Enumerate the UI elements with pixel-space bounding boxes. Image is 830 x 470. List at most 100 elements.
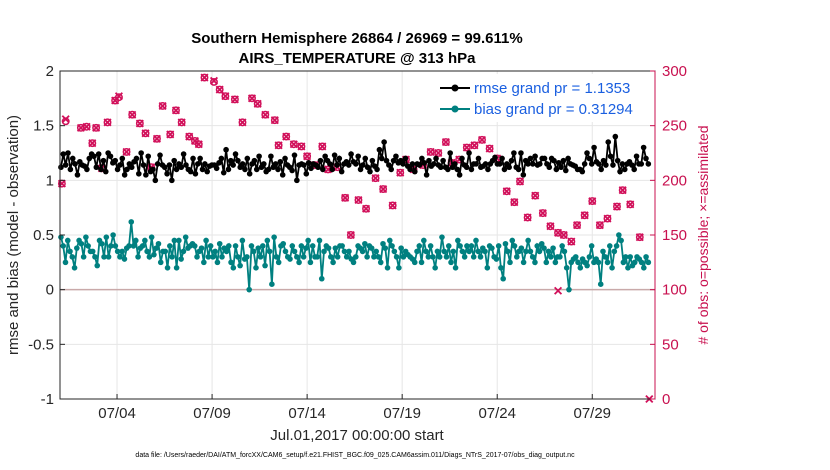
obs-assimilated-marker bbox=[122, 147, 131, 156]
bias-series bbox=[58, 219, 652, 293]
bias-point bbox=[89, 248, 96, 255]
bias-point bbox=[432, 265, 438, 271]
rmse-point bbox=[301, 162, 307, 168]
obs-assimilated-marker bbox=[209, 76, 219, 85]
bias-point bbox=[398, 245, 404, 251]
bias-point bbox=[155, 240, 162, 247]
rmse-point bbox=[355, 153, 361, 160]
rmse-point bbox=[466, 150, 472, 156]
bias-point bbox=[532, 259, 538, 266]
chart-title: Southern Hemisphere 26864 / 26969 = 99.6… bbox=[191, 30, 522, 47]
bias-point bbox=[441, 248, 448, 255]
bias-point bbox=[264, 237, 271, 244]
obs-assimilated-marker bbox=[253, 99, 262, 108]
bias-point bbox=[205, 254, 212, 260]
bias-point bbox=[552, 259, 559, 266]
obs-possible-marker bbox=[92, 123, 101, 132]
rmse-point bbox=[499, 155, 505, 162]
rmse-point bbox=[463, 164, 470, 171]
rmse-point bbox=[164, 170, 170, 177]
rmse-point bbox=[282, 155, 288, 162]
obs-assimilated-marker bbox=[171, 106, 180, 115]
rmse-point bbox=[475, 155, 482, 162]
obs-assimilated-marker bbox=[379, 185, 388, 194]
bias-point bbox=[300, 254, 307, 260]
rmse-point bbox=[107, 153, 114, 160]
rmse-point bbox=[338, 168, 345, 175]
obs-possible-marker bbox=[185, 132, 194, 141]
rmse-point bbox=[383, 157, 390, 164]
bias-point bbox=[169, 254, 175, 260]
bias-point bbox=[119, 248, 125, 255]
rmse-point bbox=[631, 166, 637, 173]
rmse-point bbox=[100, 157, 107, 164]
obs-assimilated-marker bbox=[274, 141, 283, 150]
rmse-point bbox=[256, 153, 262, 160]
bias-point bbox=[645, 259, 652, 266]
bias-point bbox=[604, 259, 611, 266]
bias-point bbox=[425, 254, 432, 260]
rmse-point bbox=[367, 168, 373, 175]
bias-point bbox=[164, 265, 171, 271]
bias-point bbox=[191, 243, 198, 249]
rmse-point bbox=[426, 157, 432, 164]
rmse-point bbox=[253, 166, 260, 173]
bias-point bbox=[475, 248, 482, 255]
bias-point bbox=[641, 265, 647, 271]
bias-point bbox=[130, 243, 137, 249]
rmse-point bbox=[194, 161, 201, 167]
obs-assimilated-marker bbox=[261, 110, 270, 119]
obs-possible-marker bbox=[388, 201, 397, 210]
bias-point bbox=[518, 245, 525, 251]
rmse-point bbox=[102, 168, 109, 175]
obs-assimilated-marker bbox=[103, 118, 112, 127]
rmse-point bbox=[357, 166, 364, 173]
rmse-point bbox=[152, 177, 159, 184]
obs-assimilated-marker bbox=[371, 174, 380, 183]
rmse-point bbox=[541, 155, 548, 162]
bias-point bbox=[418, 259, 425, 266]
obs-assimilated-marker bbox=[470, 141, 479, 150]
bias-point bbox=[443, 254, 450, 260]
bias-point bbox=[194, 254, 200, 260]
bias-point bbox=[572, 254, 579, 260]
bias-point bbox=[577, 265, 584, 271]
obs-assimilated-marker bbox=[396, 168, 405, 177]
rmse-point bbox=[348, 151, 354, 157]
rmse-point bbox=[60, 151, 67, 157]
obs-possible-marker bbox=[200, 73, 209, 82]
rmse-point bbox=[619, 161, 626, 167]
bias-point bbox=[69, 254, 76, 260]
rmse-point bbox=[614, 157, 621, 164]
rmse-point bbox=[69, 155, 76, 162]
bias-point bbox=[396, 265, 402, 271]
bias-point bbox=[178, 256, 184, 262]
obs-possible-marker bbox=[531, 191, 540, 200]
obs-assimilated-marker bbox=[152, 134, 161, 143]
chart-subtitle: AIRS_TEMPERATURE @ 313 hPa bbox=[239, 50, 477, 67]
obs-assimilated-marker bbox=[485, 144, 494, 153]
bias-point bbox=[157, 259, 164, 266]
rmse-point bbox=[154, 161, 161, 167]
bias-point bbox=[282, 248, 289, 255]
bias-point bbox=[94, 262, 101, 269]
obs-assimilated-marker bbox=[215, 85, 224, 94]
rmse-point bbox=[246, 170, 253, 177]
y-tick-label: 1 bbox=[46, 172, 54, 189]
bias-point bbox=[167, 243, 173, 249]
bias-point bbox=[584, 262, 590, 269]
obs-possible-marker bbox=[177, 118, 186, 127]
obs-possible-marker bbox=[485, 144, 494, 153]
rmse-point bbox=[112, 157, 119, 164]
obs-possible-marker bbox=[141, 129, 150, 138]
bias-point bbox=[214, 259, 221, 266]
rmse-point bbox=[598, 166, 604, 173]
rmse-point bbox=[308, 165, 314, 172]
rmse-point bbox=[456, 172, 463, 178]
obs-assimilated-marker bbox=[158, 101, 167, 111]
rmse-point bbox=[133, 155, 140, 162]
bias-point bbox=[504, 248, 511, 255]
bias-point bbox=[182, 234, 189, 240]
rmse-point bbox=[173, 166, 180, 173]
obs-possible-marker bbox=[238, 118, 247, 127]
